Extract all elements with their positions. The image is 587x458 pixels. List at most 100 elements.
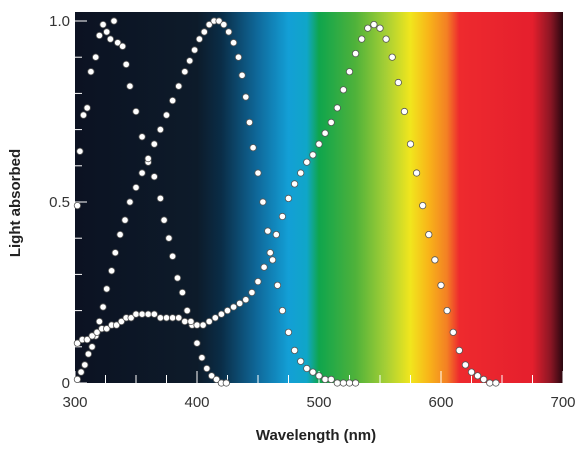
data-point (309, 151, 317, 159)
data-point (84, 350, 93, 358)
data-point (205, 20, 213, 29)
data-point (351, 379, 360, 387)
data-point (203, 364, 211, 373)
data-point (455, 346, 463, 354)
data-point (400, 107, 408, 116)
data-point (217, 310, 225, 318)
data-point (169, 314, 177, 322)
data-point (245, 118, 254, 127)
data-point (358, 35, 366, 43)
data-point (138, 169, 146, 177)
data-point (106, 35, 115, 43)
data-point (132, 310, 140, 318)
data-point (273, 281, 282, 289)
y-tick-label: 1.0 (49, 13, 70, 30)
x-tick-label: 500 (306, 394, 331, 411)
data-point (193, 321, 201, 329)
data-point (76, 147, 84, 155)
data-point (132, 107, 140, 116)
data-point (156, 314, 164, 322)
data-point (321, 129, 329, 137)
data-point (327, 118, 335, 127)
data-point (215, 17, 223, 25)
data-point (309, 368, 317, 376)
data-point (108, 267, 116, 275)
data-point (406, 140, 415, 148)
data-point (119, 42, 127, 50)
data-point (234, 53, 243, 61)
data-point (242, 296, 250, 304)
data-point (110, 17, 118, 25)
data-point (248, 288, 256, 297)
data-point (88, 343, 96, 351)
data-point (165, 234, 173, 242)
data-point (122, 60, 130, 69)
data-point (284, 194, 293, 202)
x-tick-label: 400 (184, 394, 209, 411)
data-point (132, 183, 140, 192)
data-point (127, 314, 135, 322)
data-points (73, 17, 500, 387)
data-point (259, 198, 267, 206)
data-point (126, 198, 134, 206)
data-point (169, 252, 177, 260)
data-point (394, 78, 402, 87)
data-point (266, 249, 274, 257)
data-point (238, 71, 246, 79)
data-point (412, 169, 421, 177)
data-point (95, 317, 104, 326)
data-point (333, 379, 341, 387)
x-tick-label: 300 (62, 394, 87, 411)
data-point (198, 354, 206, 362)
data-point (181, 68, 189, 76)
data-point (230, 39, 238, 47)
y-tick-label: 0.5 (49, 194, 70, 211)
data-point (254, 169, 262, 177)
data-point (290, 180, 299, 188)
data-point (249, 144, 257, 152)
data-point (112, 321, 121, 329)
data-point (199, 321, 207, 329)
data-point (419, 202, 427, 210)
data-point (351, 49, 360, 58)
data-point (480, 375, 488, 383)
data-point (195, 35, 203, 43)
data-point (437, 281, 445, 289)
data-point (150, 173, 158, 181)
data-point (212, 375, 221, 383)
x-axis-title: Wavelength (nm) (256, 427, 376, 444)
data-point (278, 306, 286, 315)
data-point (156, 126, 164, 134)
data-point (181, 317, 189, 326)
data-point (315, 140, 323, 148)
data-point (73, 375, 82, 383)
data-point (77, 368, 85, 376)
data-point (103, 28, 111, 36)
data-point (200, 28, 208, 36)
data-point (169, 97, 177, 105)
data-point (297, 169, 305, 177)
data-point (321, 375, 329, 383)
data-point (178, 288, 186, 297)
data-point (103, 285, 111, 293)
data-point (150, 140, 158, 148)
data-point (121, 216, 129, 224)
data-point (93, 328, 101, 336)
data-point (264, 227, 272, 235)
data-point (92, 53, 100, 61)
data-point (79, 111, 88, 119)
data-point (183, 306, 191, 315)
data-point (376, 24, 384, 32)
data-point (327, 375, 335, 383)
data-point (333, 104, 341, 112)
data-point (388, 53, 396, 61)
x-tick-label: 700 (550, 394, 575, 411)
data-point (364, 24, 372, 32)
data-point (87, 68, 95, 76)
data-point (297, 357, 305, 365)
data-point (303, 364, 311, 373)
data-point (208, 372, 216, 380)
data-point (345, 379, 354, 387)
